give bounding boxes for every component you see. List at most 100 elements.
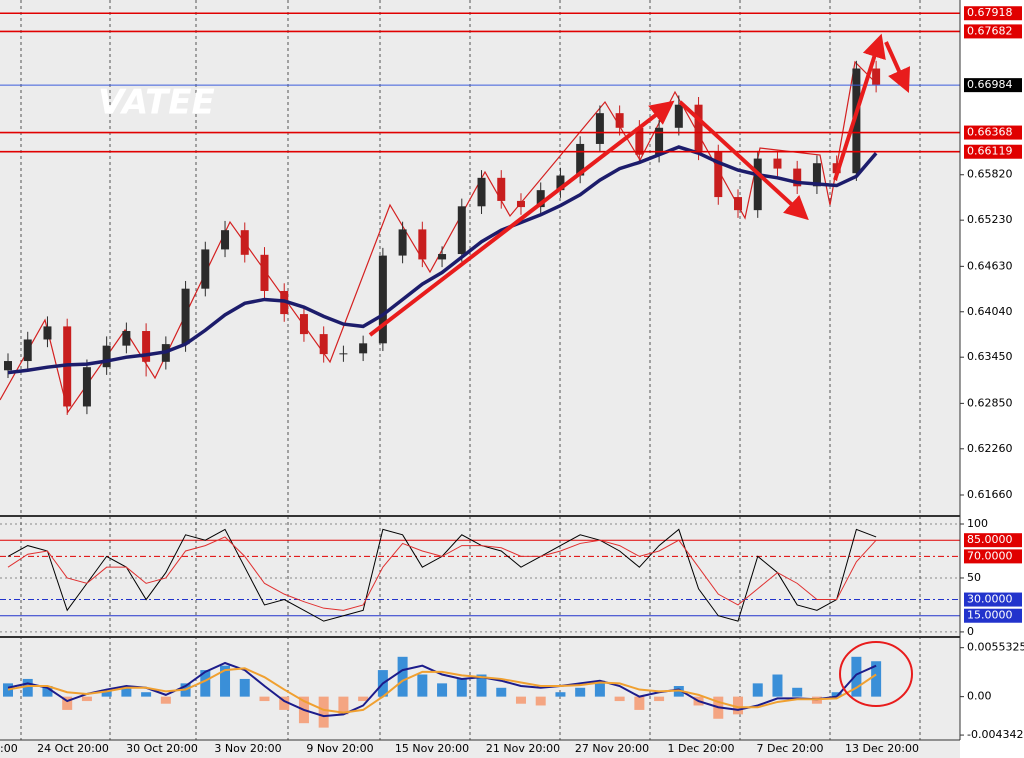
- x-tick-label: 21 Nov 20:00: [486, 742, 560, 755]
- x-tick-label: 24 Oct 20:00: [37, 742, 109, 755]
- candle-body: [339, 353, 348, 355]
- arrow: [368, 100, 675, 337]
- histogram-bar: [772, 674, 783, 697]
- level-label: 0.67918: [967, 6, 1013, 19]
- candle-body: [122, 331, 131, 346]
- x-tick-label: 9 Nov 20:00: [306, 742, 373, 755]
- macd-line: [7, 667, 877, 714]
- histogram-bar: [733, 696, 744, 715]
- candle-body: [181, 288, 190, 345]
- x-tick-label: 13 Dec 20:00: [845, 742, 919, 755]
- level-label: 0.66119: [967, 145, 1013, 158]
- candle-body: [477, 177, 486, 207]
- level-box: [964, 608, 1022, 623]
- candle-body: [556, 175, 565, 191]
- candle-body: [23, 339, 32, 362]
- candle-body: [734, 197, 743, 211]
- watermark: VATEE: [98, 83, 215, 123]
- axis-layer: 0.61660 0.62260 0.62850 0.63450 0.64040 0.646…: [0, 6, 1024, 755]
- x-tick-label: 15 Nov 20:00: [395, 742, 469, 755]
- candle-body: [359, 343, 368, 354]
- histogram-bar: [121, 686, 132, 697]
- histogram-bar: [752, 683, 763, 697]
- histogram-bar: [279, 696, 290, 710]
- candle-body: [714, 152, 723, 198]
- grid-layer: [0, 0, 960, 740]
- histogram-bar: [634, 696, 645, 710]
- level-label: 0.66368: [967, 126, 1013, 139]
- histogram-bar: [141, 692, 152, 697]
- level-box: [964, 549, 1022, 564]
- level-label: 70.0000: [967, 549, 1013, 562]
- candle-body: [82, 367, 91, 407]
- histogram-bar: [3, 683, 13, 697]
- highlight-circle: [839, 641, 913, 707]
- histogram-bar: [358, 696, 369, 702]
- level-box: [964, 125, 1022, 140]
- candle-body: [497, 177, 506, 201]
- y-tick-label: 0.61660: [967, 488, 1013, 501]
- histogram-bar: [338, 696, 349, 715]
- x-tick-label: 3 Nov 20:00: [214, 742, 281, 755]
- x-tick-label: 7 Dec 20:00: [757, 742, 824, 755]
- candle-body: [635, 127, 644, 155]
- annotations: [368, 33, 913, 707]
- moving-average: [7, 145, 878, 375]
- candle-body: [142, 331, 151, 362]
- histogram-bar: [220, 665, 231, 697]
- y-tick-label: 100: [967, 517, 988, 530]
- histogram-bar: [792, 687, 803, 697]
- y-tick-label: 0.62260: [967, 442, 1013, 455]
- histogram-bar: [575, 687, 586, 697]
- y-tick-label: 0.65820: [967, 168, 1013, 181]
- candle-body: [793, 168, 802, 187]
- histogram-bar: [456, 678, 467, 697]
- histogram-bar: [871, 661, 882, 697]
- y-tick-label: 0.64630: [967, 259, 1013, 272]
- plot-layer: [0, 12, 960, 728]
- oscillator-line: [7, 536, 877, 611]
- candle-body: [201, 249, 210, 289]
- histogram-bar: [239, 678, 250, 697]
- level-box: [964, 78, 1022, 93]
- y-tick-label: 0.65230: [967, 213, 1013, 226]
- arrow: [884, 41, 911, 93]
- histogram-bar: [614, 696, 625, 702]
- candle-body: [398, 229, 407, 256]
- histogram-bar: [318, 696, 329, 728]
- y-tick-label: 0.63450: [967, 350, 1013, 363]
- level-label: 0.67682: [967, 24, 1013, 37]
- histogram-bar: [496, 687, 507, 697]
- y-tick-label: 0.64040: [967, 305, 1013, 318]
- candle-body: [260, 254, 269, 291]
- histogram-bar: [831, 692, 842, 697]
- arrow: [678, 100, 809, 221]
- candle-body: [615, 113, 624, 128]
- candle-body: [319, 334, 328, 355]
- y-tick-label: 0: [967, 625, 974, 638]
- histogram-bar: [654, 696, 665, 702]
- histogram-bar: [259, 696, 270, 702]
- histogram-bar: [437, 683, 448, 697]
- x-tick-label: 1 Dec 20:00: [668, 742, 735, 755]
- candle-body: [852, 68, 861, 174]
- histogram-bar: [515, 696, 526, 704]
- level-box: [964, 533, 1022, 548]
- histogram-bar: [397, 656, 408, 697]
- candle-body: [812, 163, 821, 187]
- candle-body: [674, 104, 683, 128]
- candle-body: [872, 68, 881, 85]
- candle-body: [102, 345, 111, 368]
- level-label: 0.66984: [967, 78, 1013, 91]
- histogram-bar: [42, 686, 53, 697]
- arrow: [833, 33, 886, 181]
- candle-body: [4, 361, 12, 371]
- candle-body: [299, 314, 308, 335]
- histogram-bar: [417, 674, 428, 697]
- histogram-bar: [160, 696, 171, 704]
- level-label: 85.0000: [967, 533, 1013, 546]
- x-tick-label: 27 Nov 20:00: [575, 742, 649, 755]
- level-box: [964, 6, 1022, 21]
- histogram-bar: [594, 680, 605, 697]
